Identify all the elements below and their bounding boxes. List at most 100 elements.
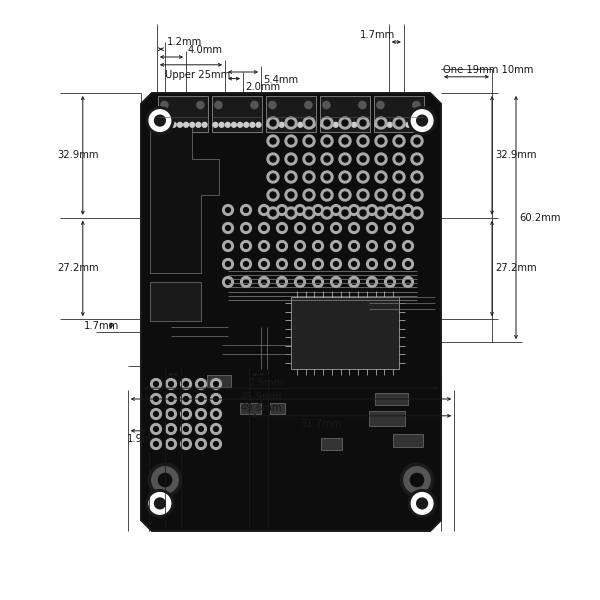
Circle shape [262, 208, 266, 212]
Circle shape [280, 226, 284, 230]
Circle shape [214, 442, 218, 446]
Circle shape [288, 174, 294, 180]
Circle shape [280, 262, 284, 266]
Circle shape [404, 467, 430, 493]
Circle shape [403, 205, 413, 215]
Text: 1.2mm: 1.2mm [167, 37, 202, 47]
Circle shape [342, 120, 348, 126]
Circle shape [285, 135, 297, 147]
Circle shape [313, 241, 323, 251]
Circle shape [241, 277, 251, 287]
Circle shape [241, 241, 251, 251]
Circle shape [316, 262, 320, 266]
Circle shape [244, 262, 248, 266]
Circle shape [298, 244, 302, 248]
Circle shape [262, 280, 266, 284]
Text: 1.7mm: 1.7mm [84, 322, 119, 331]
Circle shape [403, 223, 413, 233]
Circle shape [241, 205, 251, 215]
Circle shape [166, 394, 176, 404]
Circle shape [410, 473, 424, 487]
Circle shape [199, 412, 203, 416]
Circle shape [211, 394, 221, 404]
Circle shape [244, 226, 248, 230]
Circle shape [403, 259, 413, 269]
Circle shape [370, 208, 374, 212]
Circle shape [324, 192, 330, 198]
Circle shape [267, 207, 279, 219]
Text: Upper 25mm: Upper 25mm [165, 70, 230, 80]
Circle shape [151, 394, 161, 404]
Circle shape [360, 138, 366, 144]
Circle shape [288, 120, 294, 126]
Circle shape [339, 207, 351, 219]
Bar [240, 403, 261, 414]
Circle shape [154, 442, 158, 446]
Circle shape [154, 498, 165, 509]
Circle shape [295, 223, 305, 233]
Polygon shape [150, 123, 219, 273]
Circle shape [411, 117, 423, 129]
Circle shape [378, 210, 384, 216]
Text: 4.0mm: 4.0mm [188, 45, 223, 55]
Circle shape [202, 122, 207, 127]
Circle shape [349, 223, 359, 233]
Circle shape [277, 259, 287, 269]
Circle shape [211, 439, 221, 449]
Bar [321, 438, 342, 450]
Circle shape [298, 280, 302, 284]
Circle shape [288, 156, 294, 162]
Circle shape [342, 156, 348, 162]
Circle shape [346, 122, 350, 127]
Circle shape [213, 122, 218, 127]
Circle shape [357, 171, 369, 183]
Circle shape [324, 138, 330, 144]
Circle shape [270, 174, 276, 180]
Circle shape [226, 244, 230, 248]
Circle shape [357, 189, 369, 201]
Circle shape [303, 117, 315, 129]
Circle shape [385, 277, 395, 287]
Circle shape [298, 122, 302, 127]
Text: 60.2mm: 60.2mm [519, 213, 560, 223]
Circle shape [214, 412, 218, 416]
Circle shape [149, 110, 170, 131]
Circle shape [334, 280, 338, 284]
Circle shape [396, 120, 402, 126]
Circle shape [178, 122, 182, 127]
Circle shape [305, 101, 312, 109]
Circle shape [241, 259, 251, 269]
Circle shape [378, 138, 384, 144]
Circle shape [396, 192, 402, 198]
Text: 2.0mm: 2.0mm [245, 82, 280, 92]
Circle shape [393, 189, 405, 201]
Circle shape [211, 409, 221, 419]
Text: 2.0mm: 2.0mm [159, 378, 194, 388]
Bar [374, 96, 424, 132]
Circle shape [226, 226, 230, 230]
Bar [369, 411, 405, 426]
Circle shape [244, 122, 248, 127]
Circle shape [288, 192, 294, 198]
Circle shape [418, 122, 423, 127]
Circle shape [316, 208, 320, 212]
Circle shape [259, 241, 269, 251]
Bar [207, 375, 231, 387]
Circle shape [321, 117, 333, 129]
Circle shape [196, 379, 206, 389]
Circle shape [412, 493, 433, 514]
Circle shape [295, 205, 305, 215]
Circle shape [378, 192, 384, 198]
Circle shape [413, 101, 420, 109]
Circle shape [262, 262, 266, 266]
Circle shape [342, 138, 348, 144]
Circle shape [377, 101, 384, 109]
Circle shape [316, 226, 320, 230]
Circle shape [321, 207, 333, 219]
Circle shape [321, 135, 333, 147]
Circle shape [334, 226, 338, 230]
Circle shape [378, 120, 384, 126]
Bar [320, 96, 370, 132]
Circle shape [214, 382, 218, 386]
Circle shape [169, 427, 173, 431]
